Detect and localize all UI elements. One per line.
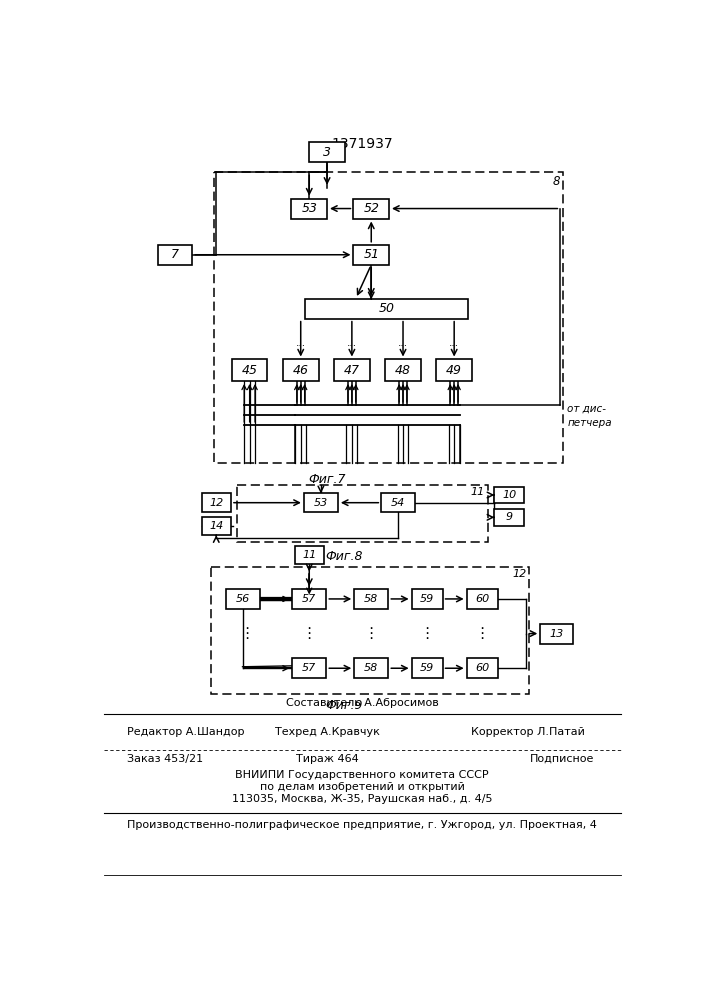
Text: 11: 11	[302, 550, 316, 560]
Text: 9: 9	[506, 512, 513, 522]
Text: 49: 49	[446, 364, 462, 377]
Text: ...: ...	[296, 338, 306, 348]
Text: 53: 53	[301, 202, 317, 215]
Text: Составитель А.Абросимов: Составитель А.Абросимов	[286, 698, 438, 708]
Bar	[237, 485, 488, 542]
Text: 53: 53	[314, 498, 328, 508]
Text: ...: ...	[398, 338, 408, 348]
Bar	[305, 299, 468, 319]
Bar	[292, 658, 327, 678]
Text: 58: 58	[364, 663, 378, 673]
Bar	[385, 359, 421, 381]
Text: ⋮: ⋮	[419, 626, 435, 641]
Text: 13: 13	[549, 629, 563, 639]
Text: ⋮: ⋮	[240, 626, 255, 641]
Text: 10: 10	[502, 490, 516, 500]
Bar	[226, 589, 260, 609]
Text: по делам изобретений и открытий: по делам изобретений и открытий	[259, 782, 464, 792]
Text: Фиг.9: Фиг.9	[325, 699, 363, 712]
Bar	[436, 359, 472, 381]
Text: петчера: петчера	[567, 418, 612, 428]
Text: Техред А.Кравчук: Техред А.Кравчук	[274, 727, 380, 737]
Text: 12: 12	[209, 498, 223, 508]
Bar	[354, 245, 389, 265]
Text: 48: 48	[395, 364, 411, 377]
Text: 58: 58	[364, 594, 378, 604]
Bar	[354, 658, 388, 678]
Bar	[283, 359, 319, 381]
Text: ⋮: ⋮	[363, 626, 379, 641]
Bar	[201, 493, 231, 512]
Bar	[211, 567, 529, 694]
Text: 8: 8	[553, 175, 561, 188]
Text: Подписное: Подписное	[530, 754, 595, 764]
Bar	[381, 493, 416, 512]
Bar	[354, 589, 388, 609]
Text: ВНИИПИ Государственного комитета СССР: ВНИИПИ Государственного комитета СССР	[235, 770, 489, 780]
Text: ⋮: ⋮	[474, 626, 490, 641]
Text: 59: 59	[420, 594, 434, 604]
Text: 59: 59	[420, 663, 434, 673]
Text: 57: 57	[302, 663, 316, 673]
Bar	[334, 359, 370, 381]
Text: Редактор А.Шандор: Редактор А.Шандор	[127, 727, 245, 737]
Text: Фиг.7: Фиг.7	[308, 473, 346, 486]
Text: Заказ 453/21: Заказ 453/21	[127, 754, 203, 764]
Text: 46: 46	[293, 364, 309, 377]
Text: 51: 51	[363, 248, 379, 261]
Bar	[467, 658, 498, 678]
Text: 14: 14	[209, 521, 223, 531]
Text: 11: 11	[471, 487, 485, 497]
Bar	[158, 245, 192, 265]
Bar	[291, 199, 327, 219]
Text: 1371937: 1371937	[332, 137, 394, 151]
Text: от дис-: от дис-	[567, 404, 607, 414]
Text: 45: 45	[242, 364, 257, 377]
Bar	[295, 546, 324, 564]
Text: Корректор Л.Патай: Корректор Л.Патай	[470, 727, 585, 737]
Text: 47: 47	[344, 364, 360, 377]
Text: ...: ...	[449, 338, 460, 348]
Bar	[309, 142, 345, 162]
Text: 113035, Москва, Ж-35, Раушская наб., д. 4/5: 113035, Москва, Ж-35, Раушская наб., д. …	[232, 794, 492, 804]
Bar	[411, 589, 443, 609]
Text: Фиг.8: Фиг.8	[325, 550, 363, 563]
Text: 3: 3	[323, 146, 331, 159]
Text: Производственно-полиграфическое предприятие, г. Ужгород, ул. Проектная, 4: Производственно-полиграфическое предприя…	[127, 820, 597, 830]
Text: ...: ...	[347, 338, 357, 348]
Bar	[411, 658, 443, 678]
Bar	[201, 517, 231, 535]
Text: 60: 60	[475, 594, 489, 604]
Text: 56: 56	[236, 594, 250, 604]
Bar	[214, 172, 563, 463]
Bar	[494, 509, 524, 526]
Text: 54: 54	[391, 498, 406, 508]
Text: 60: 60	[475, 663, 489, 673]
Bar	[354, 199, 389, 219]
Text: 7: 7	[171, 248, 179, 261]
Text: 50: 50	[379, 302, 395, 315]
Bar	[467, 589, 498, 609]
Bar	[540, 624, 573, 644]
Bar	[292, 589, 327, 609]
Text: ⋮: ⋮	[302, 626, 317, 641]
Bar	[232, 359, 267, 381]
Text: Тираж 464: Тираж 464	[296, 754, 358, 764]
Bar	[494, 487, 524, 503]
Bar	[304, 493, 338, 512]
Text: 57: 57	[302, 594, 316, 604]
Text: 12: 12	[512, 569, 526, 579]
Text: 52: 52	[363, 202, 379, 215]
